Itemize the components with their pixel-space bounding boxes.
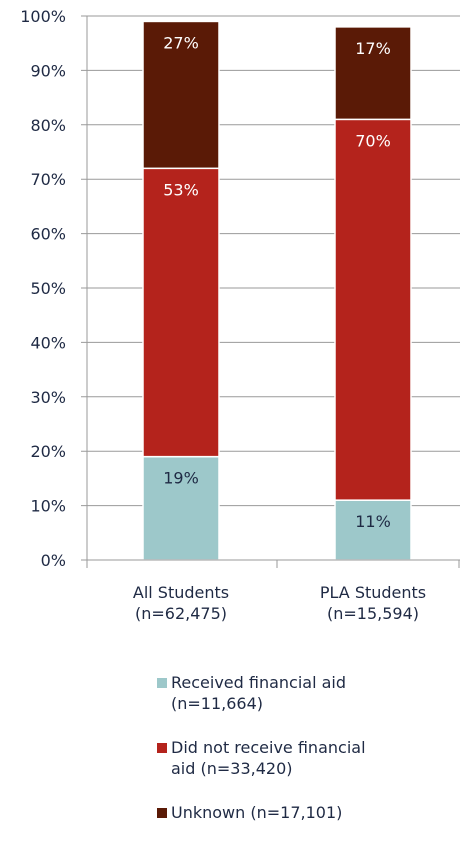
x-category-label: PLA Students (n=15,594) [320,583,426,623]
y-tick-label: 80% [30,116,66,135]
y-tick-label: 30% [30,388,66,407]
bar-segment [142,167,220,458]
y-tick-label: 60% [30,225,66,244]
stacked-bar-chart: 0% 10% 20% 30% 40% 50% 60% 70% 80% 90% 100% 19% 53%… [20,7,460,623]
bar-segment [334,26,412,121]
y-tick-label: 20% [30,442,66,461]
y-tick-label: 100% [20,7,66,26]
y-tick-label: 0% [41,551,66,570]
bar-segment [142,20,220,170]
y-tick-label: 10% [30,497,66,516]
legend-item: Unknown (n=17,101) [155,802,455,823]
data-label: 11% [355,512,391,531]
y-tick-label: 40% [30,333,66,352]
legend-item: Received financial aid (n=11,664) [155,672,455,714]
bar-segment [334,118,412,501]
legend-item: Did not receive financial aid (n=33,420) [155,737,455,779]
y-tick-label: 70% [30,170,66,189]
legend-label: Did not receive financial aid (n=33,420) [171,738,366,778]
y-axis-tick-labels: 0% 10% 20% 30% 40% 50% 60% 70% 80% 90% 100% [20,7,66,570]
data-label: 53% [163,180,199,199]
legend: Received financial aid (n=11,664) Did not… [155,672,455,846]
y-tick-label: 90% [30,61,66,80]
legend-label: Received financial aid (n=11,664) [171,673,347,713]
y-tick-label: 50% [30,279,66,298]
x-axis: All Students (n=62,475) PLA Students (n=15,… [81,16,460,623]
data-label: 70% [355,131,391,150]
legend-swatch [157,808,167,818]
legend-label: Unknown (n=17,101) [171,803,343,822]
data-label: 17% [355,39,391,58]
x-category-label: All Students (n=62,475) [133,583,229,623]
bars: 19% 53% 27% 11% 70% 17% [142,20,412,561]
data-label: 27% [163,33,199,52]
data-label: 19% [163,469,199,488]
legend-swatch [157,743,167,753]
legend-swatch [157,678,167,688]
